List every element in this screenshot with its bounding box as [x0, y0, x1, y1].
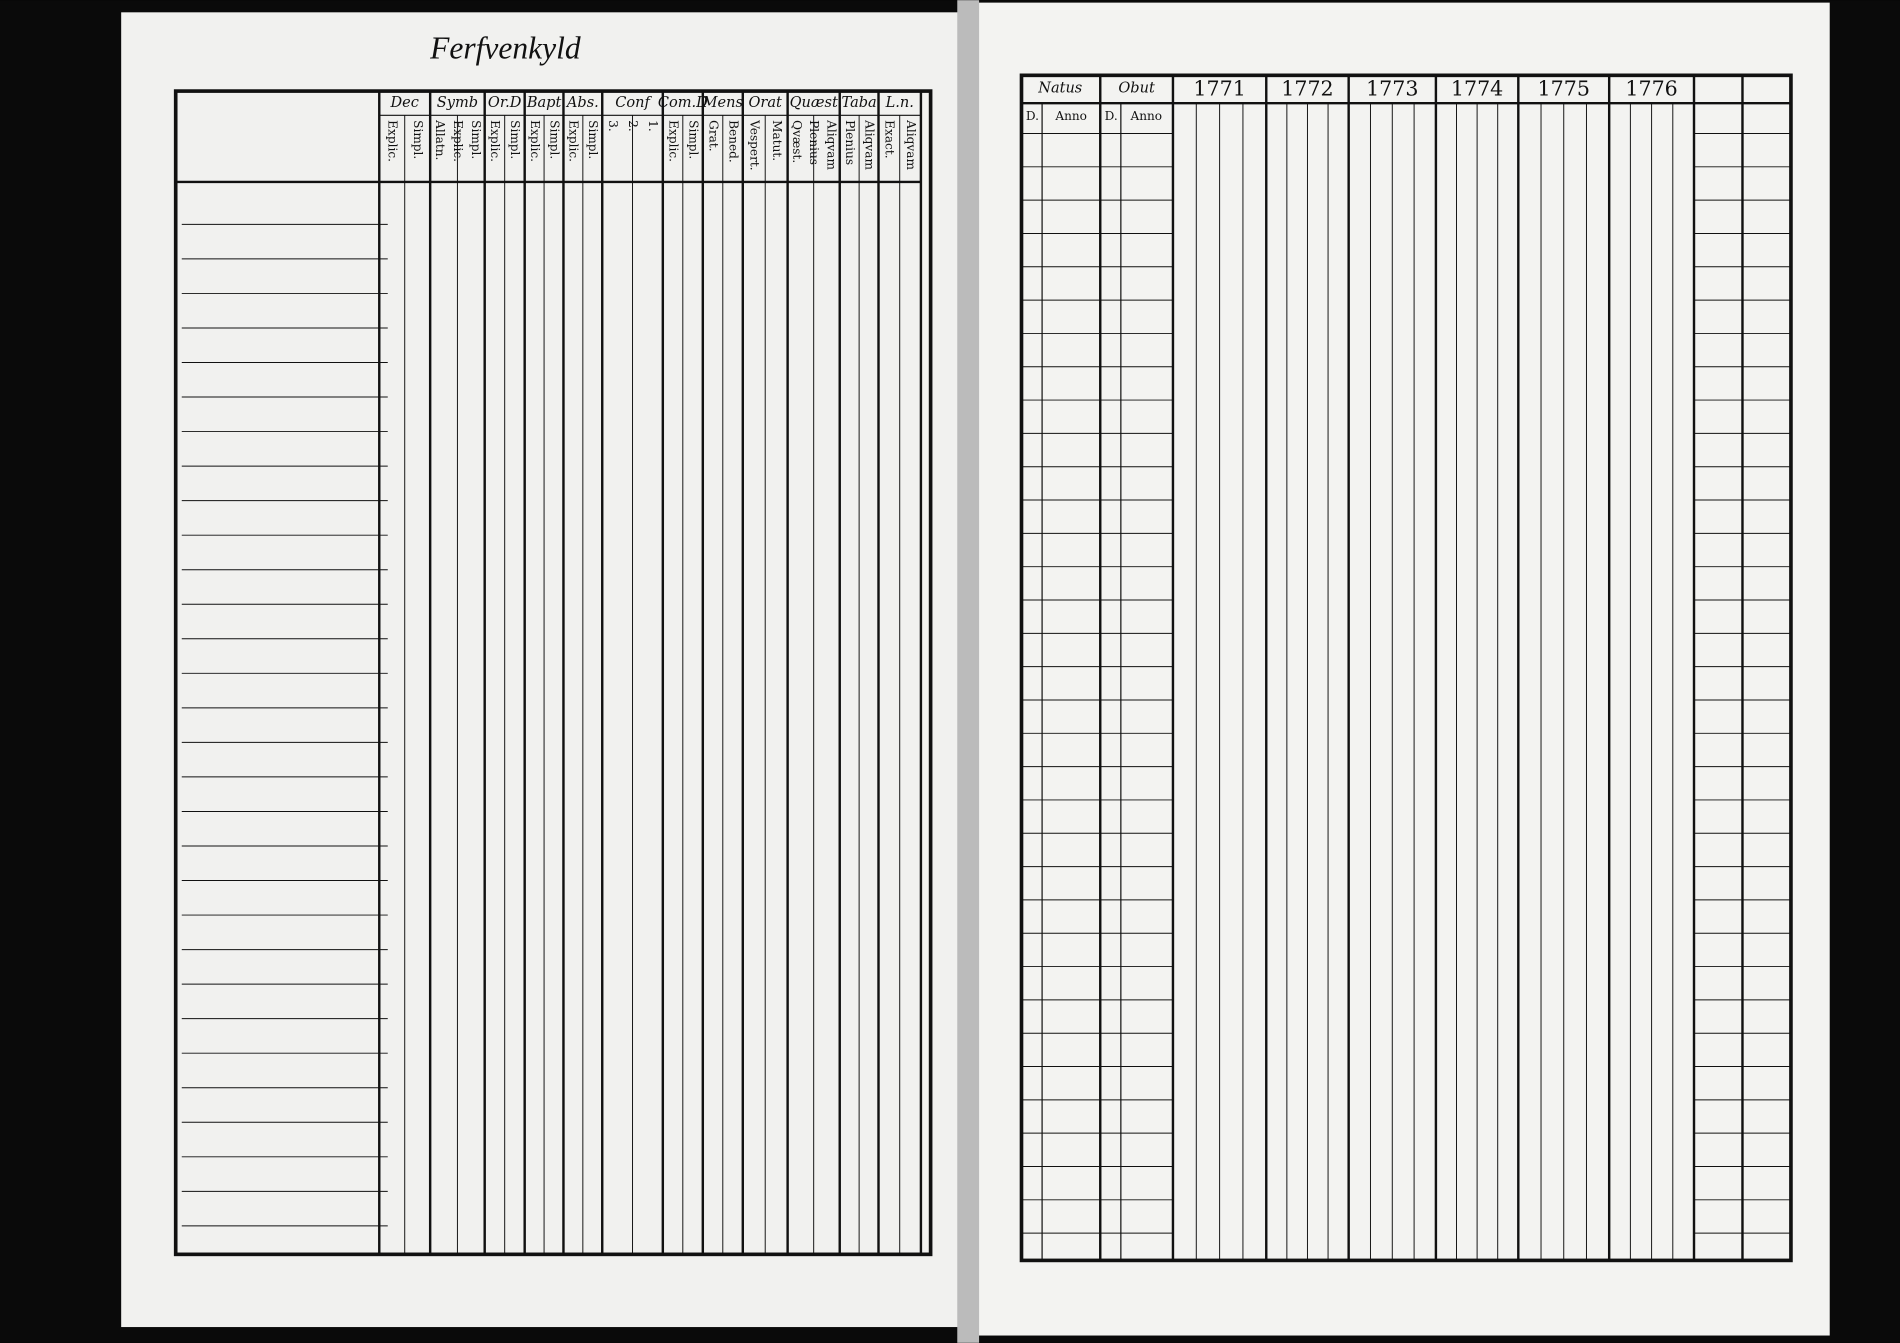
column-label: Dec: [390, 95, 419, 111]
tables: Dec Explic. Simpl. Symb Allatn. Explic. Simpl.…: [173, 73, 1793, 1263]
column-label: Or.D: [488, 95, 522, 111]
column-sub: 1.: [646, 120, 660, 132]
year: 1776: [1625, 76, 1677, 100]
column-sub: Aliqvam: [825, 119, 839, 170]
column-label: Taba: [842, 95, 877, 111]
gutter: [957, 0, 980, 1343]
column-sub: Simpl.: [586, 120, 600, 159]
natus: Natus: [1037, 81, 1082, 97]
column-sub: Explic.: [528, 120, 542, 162]
obut: Obut: [1118, 81, 1155, 97]
column-label: Symb: [437, 95, 478, 111]
column-label: L.n.: [885, 95, 914, 111]
page-title: Ferfvenkyld: [429, 30, 581, 65]
column-sub: Simpl.: [508, 120, 522, 159]
column-label: Mens: [702, 95, 743, 111]
column-label: Com.D: [658, 95, 708, 111]
year: 1774: [1451, 76, 1503, 100]
subhead: D.: [1105, 109, 1118, 123]
year: 1773: [1366, 76, 1418, 100]
right-page: [976, 2, 1830, 1336]
left-page: [121, 12, 970, 1328]
right-table: [1019, 73, 1793, 1263]
column-label: Abs.: [565, 95, 599, 111]
column-sub: Bened.: [726, 120, 740, 163]
column-sub: Vespert.: [748, 119, 762, 170]
column-sub: Aliqvam: [862, 119, 876, 170]
year: 1771: [1193, 76, 1245, 100]
subhead: Anno: [1054, 109, 1087, 123]
column-sub: Allatn.: [433, 119, 447, 160]
column-sub: Qvæst.: [790, 120, 804, 163]
column-sub: Plenius: [843, 120, 857, 165]
column-sub: Explic.: [567, 120, 581, 162]
left-table: [173, 89, 933, 1257]
column-sub: Simpl.: [686, 120, 700, 159]
year: 1772: [1281, 76, 1333, 100]
column-sub: Grat.: [706, 120, 720, 151]
column-sub: Aliqvam: [904, 119, 918, 170]
column-label: Conf: [615, 95, 652, 111]
column-sub: Simpl.: [411, 120, 425, 159]
column-sub: Matut.: [770, 120, 784, 161]
column-sub: Explic.: [488, 120, 502, 162]
column-sub: Exact.: [883, 120, 897, 158]
subhead: Anno: [1129, 109, 1162, 123]
subhead: D.: [1026, 109, 1039, 123]
column-sub: Explic.: [385, 120, 399, 162]
column-sub: Explic.: [666, 120, 680, 162]
column-sub: 2.: [626, 120, 640, 132]
column-label: Bapt: [526, 95, 562, 111]
column-label: Quæst: [790, 95, 838, 111]
column-sub: Simpl.: [547, 120, 561, 159]
column-sub: Simpl.: [469, 120, 483, 159]
column-sub: Explic.: [451, 120, 465, 162]
column-sub: Plenius: [807, 120, 821, 165]
column-sub: 3.: [606, 120, 620, 132]
column-label: Orat: [749, 95, 783, 111]
year: 1775: [1538, 76, 1590, 100]
